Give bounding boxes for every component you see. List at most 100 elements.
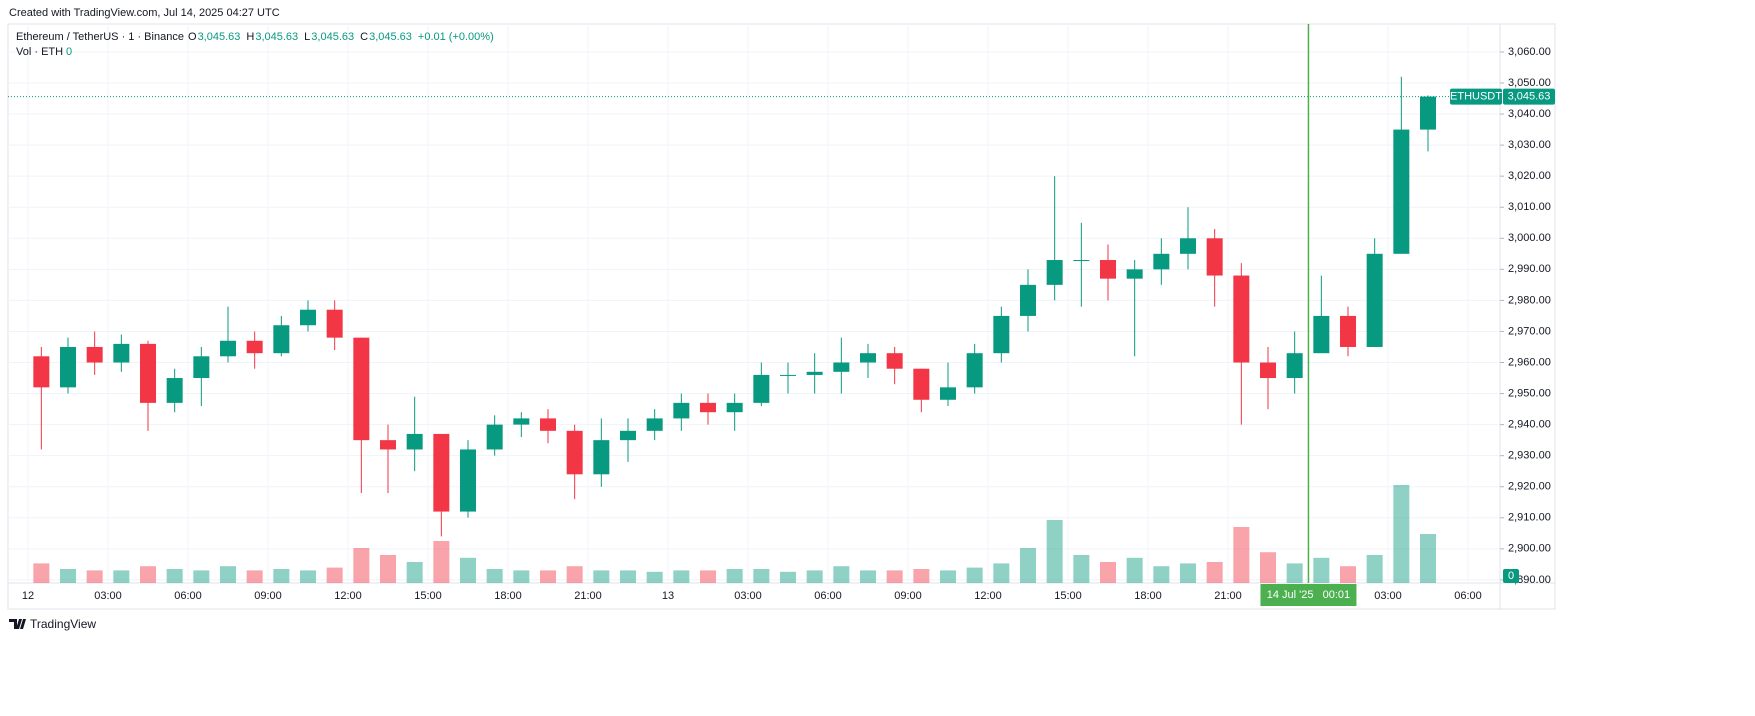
x-tick-label: 03:00 xyxy=(94,590,122,602)
volume-bar xyxy=(780,571,796,583)
ohlc-value: 3,045.63 xyxy=(311,31,354,43)
candle-body xyxy=(406,433,423,450)
y-tick-label: 2,940.00 xyxy=(1508,419,1551,431)
volume-bar xyxy=(1286,563,1303,583)
candle-body xyxy=(993,315,1010,354)
legend: Ethereum / TetherUS · 1 · Binance O 3,045… xyxy=(16,31,494,58)
candle-body xyxy=(726,402,743,413)
x-tick-label: 21:00 xyxy=(1214,590,1242,602)
candle-body xyxy=(753,374,770,403)
candle-body xyxy=(1366,253,1383,347)
volume-bar xyxy=(1313,557,1330,583)
candle-body xyxy=(60,346,76,388)
candle-body xyxy=(433,433,450,512)
candle-body xyxy=(940,387,956,400)
candle-body xyxy=(220,340,236,357)
y-tick-label: 3,040.00 xyxy=(1508,108,1551,120)
volume-bar xyxy=(300,570,316,583)
volume-bar xyxy=(1233,527,1250,583)
volume-bar xyxy=(1100,562,1116,583)
candle-body xyxy=(246,340,263,354)
candle-body xyxy=(593,440,610,475)
volume-bar xyxy=(833,566,850,583)
x-tick-label: 12:00 xyxy=(334,590,362,602)
volume-bar xyxy=(1153,566,1170,583)
candle-body xyxy=(1233,275,1250,363)
y-tick-label: 3,010.00 xyxy=(1508,201,1551,213)
volume-bar xyxy=(726,569,743,583)
y-tick-label: 2,920.00 xyxy=(1508,481,1551,493)
y-tick-label: 3,020.00 xyxy=(1508,170,1551,182)
volume-bar xyxy=(1046,520,1063,583)
volume-bar xyxy=(193,570,210,583)
ohlc-key: H xyxy=(246,31,254,43)
volume-bar xyxy=(1180,563,1196,583)
symbol-label: Ethereum / TetherUS · 1 · Binance xyxy=(16,31,184,43)
volume-axis-tag xyxy=(1503,569,1519,583)
ohlc-values: O 3,045.63 H 3,045.63 L 3,045.63 C 3,045.63 +0.0… xyxy=(188,31,494,43)
volume-bar xyxy=(433,541,450,583)
volume-label: Vol · ETH xyxy=(16,46,63,58)
volume-bar xyxy=(220,566,236,583)
volume-bar xyxy=(1366,555,1383,583)
volume-bar xyxy=(486,569,503,583)
candle-body xyxy=(806,371,823,375)
candle-body xyxy=(113,343,130,363)
volume-bar xyxy=(1260,552,1276,583)
candle-body xyxy=(326,309,343,338)
price-tag xyxy=(1503,88,1555,105)
volume-bar xyxy=(540,570,556,583)
y-tick-label: 3,000.00 xyxy=(1508,232,1551,244)
ohlc-value: 3,045.63 xyxy=(255,31,298,43)
volume-bar xyxy=(673,570,690,583)
candle-body xyxy=(86,346,103,363)
volume-bar xyxy=(593,570,610,583)
volume-bar xyxy=(860,570,876,583)
chart-frame xyxy=(7,23,1556,610)
volume-bar xyxy=(113,570,130,583)
candle-body xyxy=(486,424,503,450)
candle-body xyxy=(1260,362,1276,379)
candle-body xyxy=(1153,253,1170,270)
x-tick-label: 12:00 xyxy=(974,590,1002,602)
volume-bar xyxy=(646,571,663,583)
volume-bar xyxy=(566,566,583,583)
x-tick-label: 03:00 xyxy=(1374,590,1402,602)
y-tick-label: 2,910.00 xyxy=(1508,512,1551,524)
volume-bar xyxy=(1340,566,1356,583)
candle-body xyxy=(540,418,556,431)
volume-bar xyxy=(1073,555,1090,583)
candle-body xyxy=(1393,129,1410,254)
y-tick-label: 3,030.00 xyxy=(1508,139,1551,151)
volume-bar xyxy=(140,566,156,583)
candle-body xyxy=(1126,269,1143,279)
candle-body xyxy=(1100,260,1116,279)
y-tick-label: 2,980.00 xyxy=(1508,294,1551,306)
y-tick-label: 3,060.00 xyxy=(1508,46,1551,58)
candle-body xyxy=(1340,315,1356,347)
candle-body xyxy=(673,402,690,419)
y-tick-label: 3,050.00 xyxy=(1508,77,1551,89)
x-tick-label: 15:00 xyxy=(1054,590,1082,602)
volume-bar xyxy=(166,569,183,583)
volume-bar xyxy=(753,569,770,583)
y-tick-label: 2,970.00 xyxy=(1508,325,1551,337)
crosshair-label: 14 Jul '25 00:01 xyxy=(1267,589,1350,601)
candle-layer xyxy=(33,76,1436,537)
x-tick-label: 09:00 xyxy=(894,590,922,602)
candle-body xyxy=(780,374,796,376)
ohlc-key: L xyxy=(304,31,310,43)
candle-body xyxy=(860,353,876,363)
volume-bar xyxy=(966,567,983,583)
volume-bar xyxy=(460,557,476,583)
volume-bar xyxy=(993,563,1010,583)
price-tag-label: 3,045.63 xyxy=(1508,90,1551,102)
candle-body xyxy=(33,356,50,388)
x-tick-label: 06:00 xyxy=(814,590,842,602)
volume-axis-label: 0 xyxy=(1508,570,1514,582)
volume-bar xyxy=(940,570,956,583)
x-tick-label: 18:00 xyxy=(1134,590,1162,602)
